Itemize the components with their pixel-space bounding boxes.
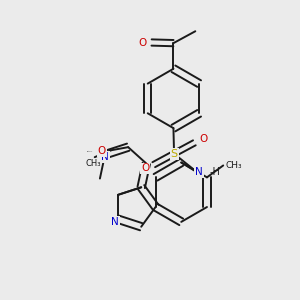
Text: methoxy: methoxy bbox=[87, 150, 93, 152]
Text: CH₃: CH₃ bbox=[226, 161, 242, 170]
Text: O: O bbox=[199, 134, 207, 144]
Text: -H: -H bbox=[209, 167, 220, 177]
Text: O: O bbox=[139, 38, 147, 47]
Text: N: N bbox=[111, 217, 119, 227]
Text: N: N bbox=[195, 167, 203, 178]
Text: O: O bbox=[98, 146, 106, 156]
Text: O: O bbox=[141, 164, 149, 173]
Text: CH₃: CH₃ bbox=[85, 159, 101, 168]
Text: S: S bbox=[170, 149, 178, 159]
Text: N: N bbox=[101, 152, 109, 162]
